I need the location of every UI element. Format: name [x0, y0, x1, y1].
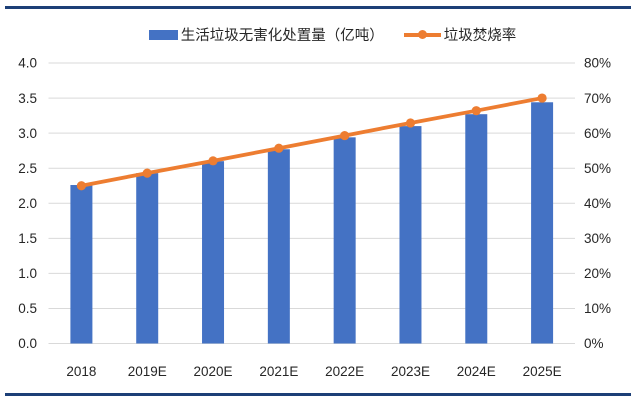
y-right-tick-label: 10% [584, 301, 611, 316]
y-right-tick-label: 70% [584, 91, 611, 106]
x-tick-label: 2023E [391, 364, 430, 379]
bar-series-swatch-icon [148, 29, 178, 40]
y-right-tick-label: 0% [584, 336, 604, 351]
y-left-tick-label: 0.0 [18, 336, 37, 351]
x-tick-label: 2022E [325, 364, 364, 379]
legend-item-line-series: 垃圾焚烧率 [403, 24, 517, 45]
x-tick-label: 2019E [128, 364, 167, 379]
rate-point-2022E [340, 130, 350, 141]
rate-point-2019E [142, 168, 152, 178]
chart-legend: 生活垃圾无害化处置量（亿吨） 垃圾焚烧率 [14, 24, 637, 45]
x-tick-label: 2020E [194, 364, 233, 379]
rate-point-2023E [405, 118, 416, 128]
bar-2022E [333, 137, 356, 344]
y-right-tick-label: 20% [584, 266, 611, 281]
bar-2020E [202, 161, 225, 344]
rate-line [79, 96, 544, 188]
legend-label-line-series: 垃圾焚烧率 [443, 28, 517, 44]
rate-point-2020E [208, 156, 218, 166]
bar-2019E [136, 173, 159, 344]
y-left-tick-label: 3.0 [18, 126, 37, 141]
bar-2021E [267, 149, 290, 344]
y-left-tick-label: 1.0 [18, 266, 37, 281]
y-left-tick-label: 0.5 [18, 301, 37, 316]
bar-2024E [465, 114, 488, 344]
rate-point-2025E [537, 93, 547, 103]
rate-point-2018 [76, 181, 87, 191]
legend-label-bar-series: 生活垃圾无害化处置量（亿吨） [180, 28, 384, 44]
y-left-tick-label: 2.0 [18, 196, 37, 211]
y-left-tick-label: 4.0 [18, 56, 37, 71]
legend-item-bar-series: 生活垃圾无害化处置量（亿吨） [148, 24, 384, 45]
bar-2018 [70, 185, 93, 344]
top-border-rule [5, 6, 631, 9]
y-right-tick-label: 30% [584, 231, 611, 246]
y-left-tick-label: 3.5 [18, 91, 37, 106]
y-right-tick-label: 60% [584, 126, 611, 141]
bottom-border-rule [5, 393, 631, 396]
x-tick-label: 2025E [523, 364, 562, 379]
x-tick-label: 2024E [457, 364, 496, 379]
bar-2025E [531, 102, 554, 344]
y-left-tick-label: 2.5 [18, 161, 37, 176]
line-swatch-marker [417, 30, 427, 39]
y-left-tick-label: 1.5 [18, 231, 37, 246]
line-series-swatch-icon [403, 30, 441, 40]
x-tick-label: 2021E [259, 364, 298, 379]
bar-2023E [399, 126, 422, 344]
x-tick-label: 2018 [66, 364, 96, 379]
y-right-tick-label: 80% [584, 56, 611, 71]
rate-point-2024E [471, 106, 481, 116]
rate-point-2021E [274, 143, 284, 153]
y-right-tick-label: 50% [584, 161, 611, 176]
y-right-tick-label: 40% [584, 196, 611, 211]
